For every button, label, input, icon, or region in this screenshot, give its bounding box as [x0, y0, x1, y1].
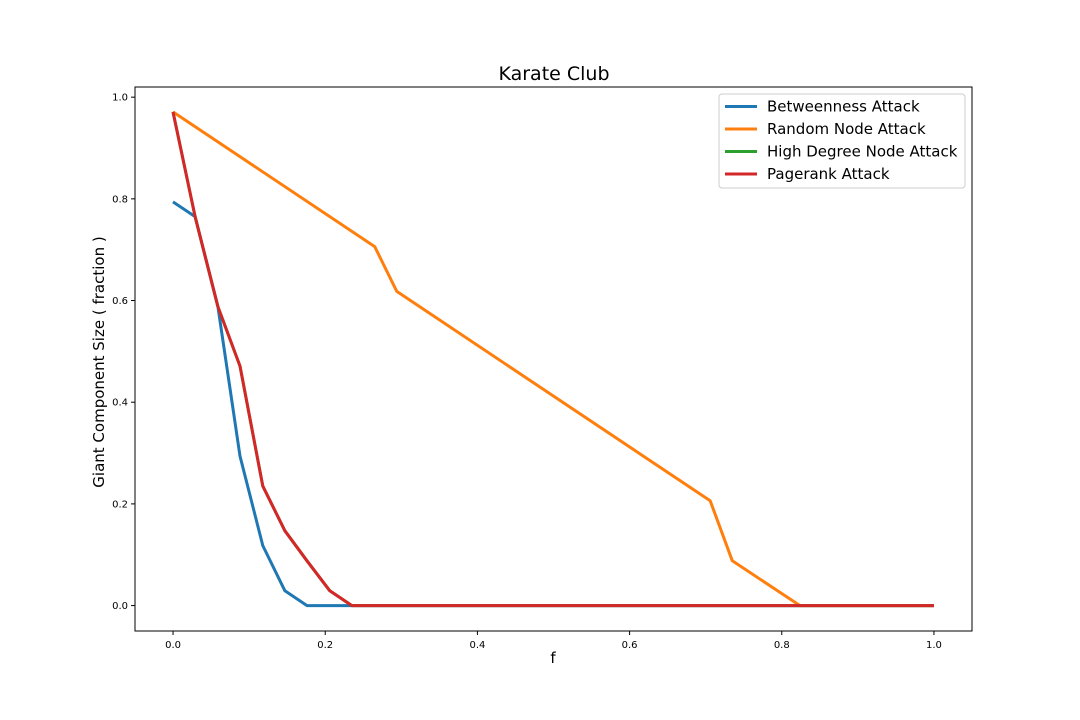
y-tick-label: 0.8 — [112, 194, 128, 205]
x-tick-label: 0.4 — [469, 640, 485, 651]
y-tick-label: 0.0 — [112, 601, 128, 612]
x-axis-label: f — [550, 649, 556, 667]
x-tick-label: 0.6 — [622, 640, 638, 651]
x-tick-label: 1.0 — [926, 640, 942, 651]
legend: Betweenness Attack Random Node Attack High… — [718, 93, 966, 189]
series-line-pagerank-attack — [171, 111, 934, 608]
x-tick-label: 0.2 — [317, 640, 333, 651]
legend-entry-label: Pagerank Attack — [767, 165, 890, 183]
y-axis-label: Giant Component Size ( fraction ) — [90, 236, 108, 487]
series-lines — [171, 110, 934, 608]
legend-entry-label: Random Node Attack — [767, 120, 926, 138]
y-tick-label: 0.4 — [112, 398, 128, 409]
y-tick-label: 0.2 — [112, 499, 128, 510]
legend-box — [718, 93, 966, 189]
y-tick-label: 1.0 — [112, 93, 128, 104]
legend-entry-label: High Degree Node Attack — [767, 143, 958, 161]
y-tick-label: 0.6 — [112, 296, 128, 307]
x-tick-label: 0.0 — [165, 640, 181, 651]
axis-ticks: 0.0 0.2 0.4 0.6 0.8 1.0 0.0 0.2 0.4 0.6 0.8 1.0 — [112, 93, 942, 651]
x-tick-label: 0.8 — [774, 640, 790, 651]
chart-title: Karate Club — [498, 63, 609, 85]
legend-entry-label: Betweenness Attack — [767, 98, 920, 116]
